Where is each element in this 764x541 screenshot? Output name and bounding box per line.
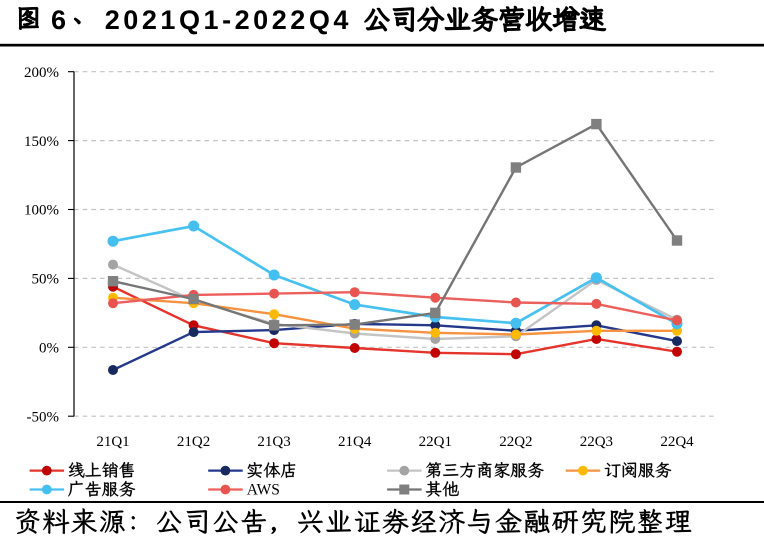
svg-text:22Q1: 22Q1 bbox=[419, 434, 452, 450]
svg-text:22Q3: 22Q3 bbox=[580, 434, 613, 450]
svg-text:0%: 0% bbox=[39, 341, 59, 357]
svg-text:21Q3: 21Q3 bbox=[257, 434, 290, 450]
svg-text:200%: 200% bbox=[24, 65, 59, 81]
svg-text:2021Q1-2022Q4: 2021Q1-2022Q4 bbox=[105, 5, 352, 35]
svg-text:-50%: -50% bbox=[27, 409, 60, 425]
svg-text:6: 6 bbox=[51, 5, 66, 35]
svg-text:22Q4: 22Q4 bbox=[660, 434, 694, 450]
svg-text:100%: 100% bbox=[24, 203, 59, 219]
svg-text:AWS: AWS bbox=[247, 482, 280, 499]
svg-text:50%: 50% bbox=[32, 272, 60, 288]
svg-text:22Q2: 22Q2 bbox=[499, 434, 532, 450]
svg-text:21Q2: 21Q2 bbox=[177, 434, 210, 450]
svg-text:150%: 150% bbox=[24, 134, 59, 150]
svg-text:21Q4: 21Q4 bbox=[338, 434, 372, 450]
svg-text:21Q1: 21Q1 bbox=[96, 434, 129, 450]
